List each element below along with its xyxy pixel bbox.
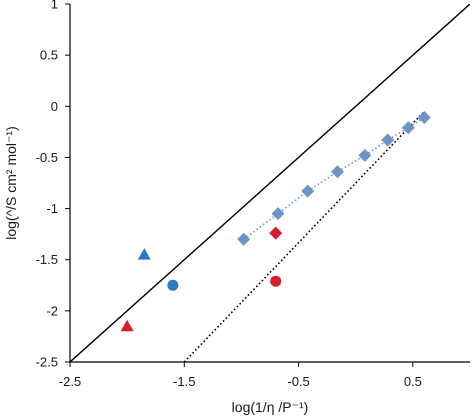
series-connector bbox=[243, 116, 425, 240]
data-point-triangle bbox=[120, 319, 134, 332]
x-axis-title: log(1/η /P⁻¹) bbox=[232, 399, 309, 415]
x-tick-label: -1.5 bbox=[173, 374, 195, 389]
reference-line-solid bbox=[70, 4, 470, 362]
data-point-circle bbox=[270, 275, 282, 287]
data-point-triangle bbox=[137, 248, 151, 260]
reference-lines bbox=[70, 4, 470, 362]
x-tick-label: 0.5 bbox=[404, 374, 422, 389]
reference-line-dotted bbox=[183, 110, 425, 362]
y-tick-label: -2 bbox=[46, 303, 58, 318]
y-tick-label: 1 bbox=[51, 0, 58, 12]
data-point-diamond bbox=[301, 184, 315, 198]
y-axis-title: log(^/S cm² mol⁻¹) bbox=[3, 126, 19, 240]
data-point-diamond bbox=[237, 232, 251, 246]
data-point-diamond bbox=[401, 121, 415, 135]
x-tick-label: -0.5 bbox=[287, 374, 309, 389]
data-point-diamond bbox=[269, 226, 283, 240]
data-point-diamond bbox=[381, 133, 395, 147]
y-tick-label: 0 bbox=[51, 99, 58, 114]
data-point-circle bbox=[167, 279, 179, 291]
y-tick-label: -0.5 bbox=[36, 150, 58, 165]
data-point-diamond bbox=[358, 148, 372, 162]
series-3 bbox=[167, 279, 179, 291]
data-point-diamond bbox=[271, 207, 285, 221]
series-5 bbox=[120, 319, 134, 332]
series-4 bbox=[137, 248, 151, 260]
y-tick-label: -2.5 bbox=[36, 355, 58, 370]
data-point-diamond bbox=[330, 165, 344, 179]
series-1 bbox=[269, 226, 283, 240]
y-tick-label: -1 bbox=[46, 201, 58, 216]
series-2 bbox=[270, 275, 282, 287]
axes bbox=[65, 3, 470, 367]
data-series bbox=[120, 111, 431, 332]
y-tick-label: -1.5 bbox=[36, 252, 58, 267]
series-0 bbox=[237, 111, 431, 246]
y-tick-label: 0.5 bbox=[40, 48, 58, 63]
x-tick-label: -2.5 bbox=[59, 374, 81, 389]
tick-labels: 1 0.5 0 -0.5 -1 -1.5 -2 -2.5-2.5 -1.5 -0.5 0.5 bbox=[36, 0, 422, 389]
data-point-diamond bbox=[417, 111, 431, 125]
